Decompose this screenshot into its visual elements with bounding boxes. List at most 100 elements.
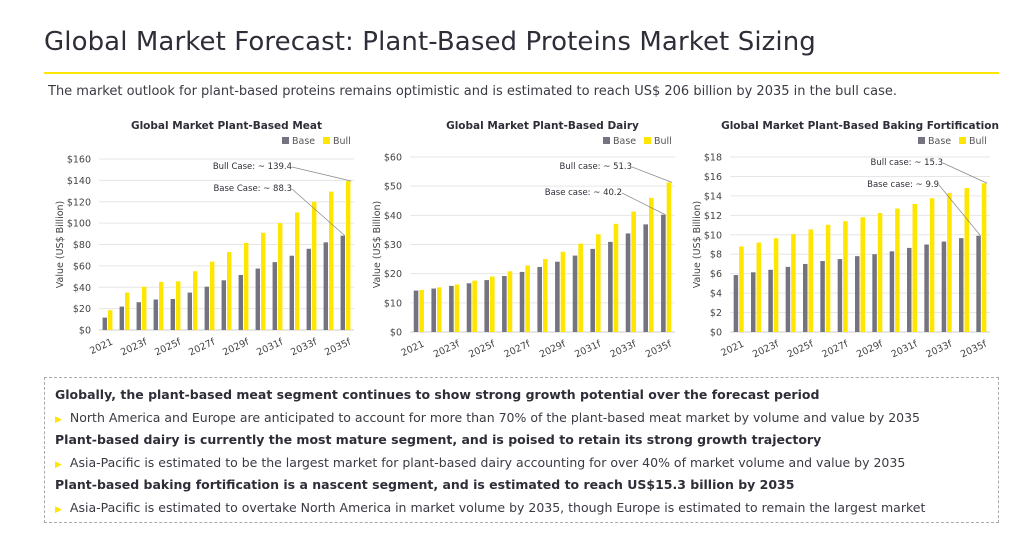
legend-swatch-base [918,137,925,144]
insight-heading-baking: Plant-based baking fortification is a na… [55,477,795,492]
triangle-right-icon: ▶ [55,459,62,470]
bar-base [187,292,192,330]
bar-bull [142,286,147,330]
bar-base [204,286,209,330]
bar-base [466,283,472,332]
bar-bull [125,292,130,330]
bar-base [555,261,560,332]
x-tick-label: 2029f [221,336,251,358]
legend-swatch-base [603,137,610,144]
y-tick-label: $12 [704,211,722,222]
y-tick-label: $20 [384,269,402,280]
y-tick-label: $100 [67,219,91,230]
x-tick-label: 2027f [503,338,533,360]
chart-svg: Global Market Plant-Based Dairy Base Bull $… [372,120,675,360]
x-tick-label: 2023f [119,336,149,358]
bar-base [484,280,489,332]
bar-bull [825,224,831,332]
y-tick-label: $30 [384,240,402,251]
bar-bull [773,238,779,332]
y-tick-label: $80 [73,240,91,251]
insight-heading-dairy: Plant-based dairy is currently the most … [55,432,822,447]
bar-bull [261,232,266,330]
annotation-leader-line [621,192,666,216]
chart-plant-based-baking-fortification: Global Market Plant-Based Baking Fortifi… [690,112,1020,362]
bar-base [625,233,631,332]
y-tick-label: $40 [73,283,91,294]
bar-bull [472,280,477,332]
x-tick-label: 2021 [719,339,746,359]
x-tick-label: 2035f [644,338,674,360]
bar-base [306,248,311,330]
y-tick-label: $18 [704,153,722,164]
y-tick-label: $8 [710,250,722,261]
annotation-label: Bull case: ~ 51.3 [560,162,633,172]
bar-base [837,259,843,332]
bar-bull [791,234,796,332]
x-tick-label: 2023f [751,338,781,360]
x-tick-label: 2025f [153,336,183,358]
bar-bull [981,183,987,332]
annotation-label: Base case: ~ 40.2 [545,188,622,198]
triangle-right-icon: ▶ [55,414,62,425]
bar-base [102,317,107,330]
bar-base [449,285,454,332]
page-subtitle: The market outlook for plant-based prote… [48,84,897,99]
bar-base [976,235,981,332]
y-tick-label: $0 [390,328,402,339]
x-tick-label: 2029f [855,338,885,360]
chart-title: Global Market Plant-Based Baking Fortifi… [721,120,999,132]
chart-plant-based-meat: Global Market Plant-Based Meat Base Bull $0… [44,112,359,362]
x-tick-label: 2031f [573,338,603,360]
bar-base [340,235,345,330]
bar-base [889,251,895,332]
chart-svg: Global Market Plant-Based Meat Base Bull $0… [55,120,354,358]
chart-plant-based-dairy: Global Market Plant-Based Dairy Base Bull $… [370,112,680,362]
bar-base [255,268,260,330]
bar-bull [108,310,113,330]
x-tick-label: 2035f [323,336,353,358]
bar-bull [329,191,334,330]
bar-bull [613,223,619,332]
x-tick-label: 2031f [890,338,920,360]
y-axis-label: Value (US$ Billion) [692,201,703,288]
bar-bull [560,251,566,332]
legend-swatch-bull [323,137,330,144]
y-tick-label: $160 [67,155,91,166]
bar-bull [312,201,317,330]
bar-base [768,269,773,332]
bar-bull [437,287,442,332]
bar-base [785,266,791,332]
legend-label-base: Base [928,136,951,147]
bar-base [431,288,436,332]
insight-bullet-text: Asia-Pacific is estimated to overtake No… [69,499,926,515]
bar-base [323,242,328,330]
bar-bull [860,217,866,332]
x-tick-label: 2029f [538,338,568,360]
bar-bull [159,281,164,330]
bar-base [958,238,964,332]
annotation-label: Base case: ~ 9.9 [867,180,939,190]
x-tick-label: 2025f [467,338,497,360]
chart-title: Global Market Plant-Based Meat [131,120,322,132]
y-tick-label: $120 [67,197,91,208]
bar-base [872,254,877,332]
annotation-leader-line [291,166,352,182]
title-divider [44,72,999,74]
bar-bull [578,243,583,332]
bar-base [608,241,613,332]
bar-bull [912,203,918,332]
annotation-leader-line [291,188,346,236]
y-tick-label: $4 [710,289,722,300]
bar-bull [543,259,548,332]
bar-base [170,299,175,330]
bar-base [854,256,860,332]
x-tick-label: 2035f [959,338,989,360]
bar-bull [964,188,970,332]
bar-base [119,306,124,330]
y-tick-label: $6 [710,269,722,280]
insight-bullet-meat: ▶ North America and Europe are anticipate… [55,407,988,430]
bar-base [537,266,542,332]
bar-bull [490,276,495,332]
bar-base [802,263,808,332]
